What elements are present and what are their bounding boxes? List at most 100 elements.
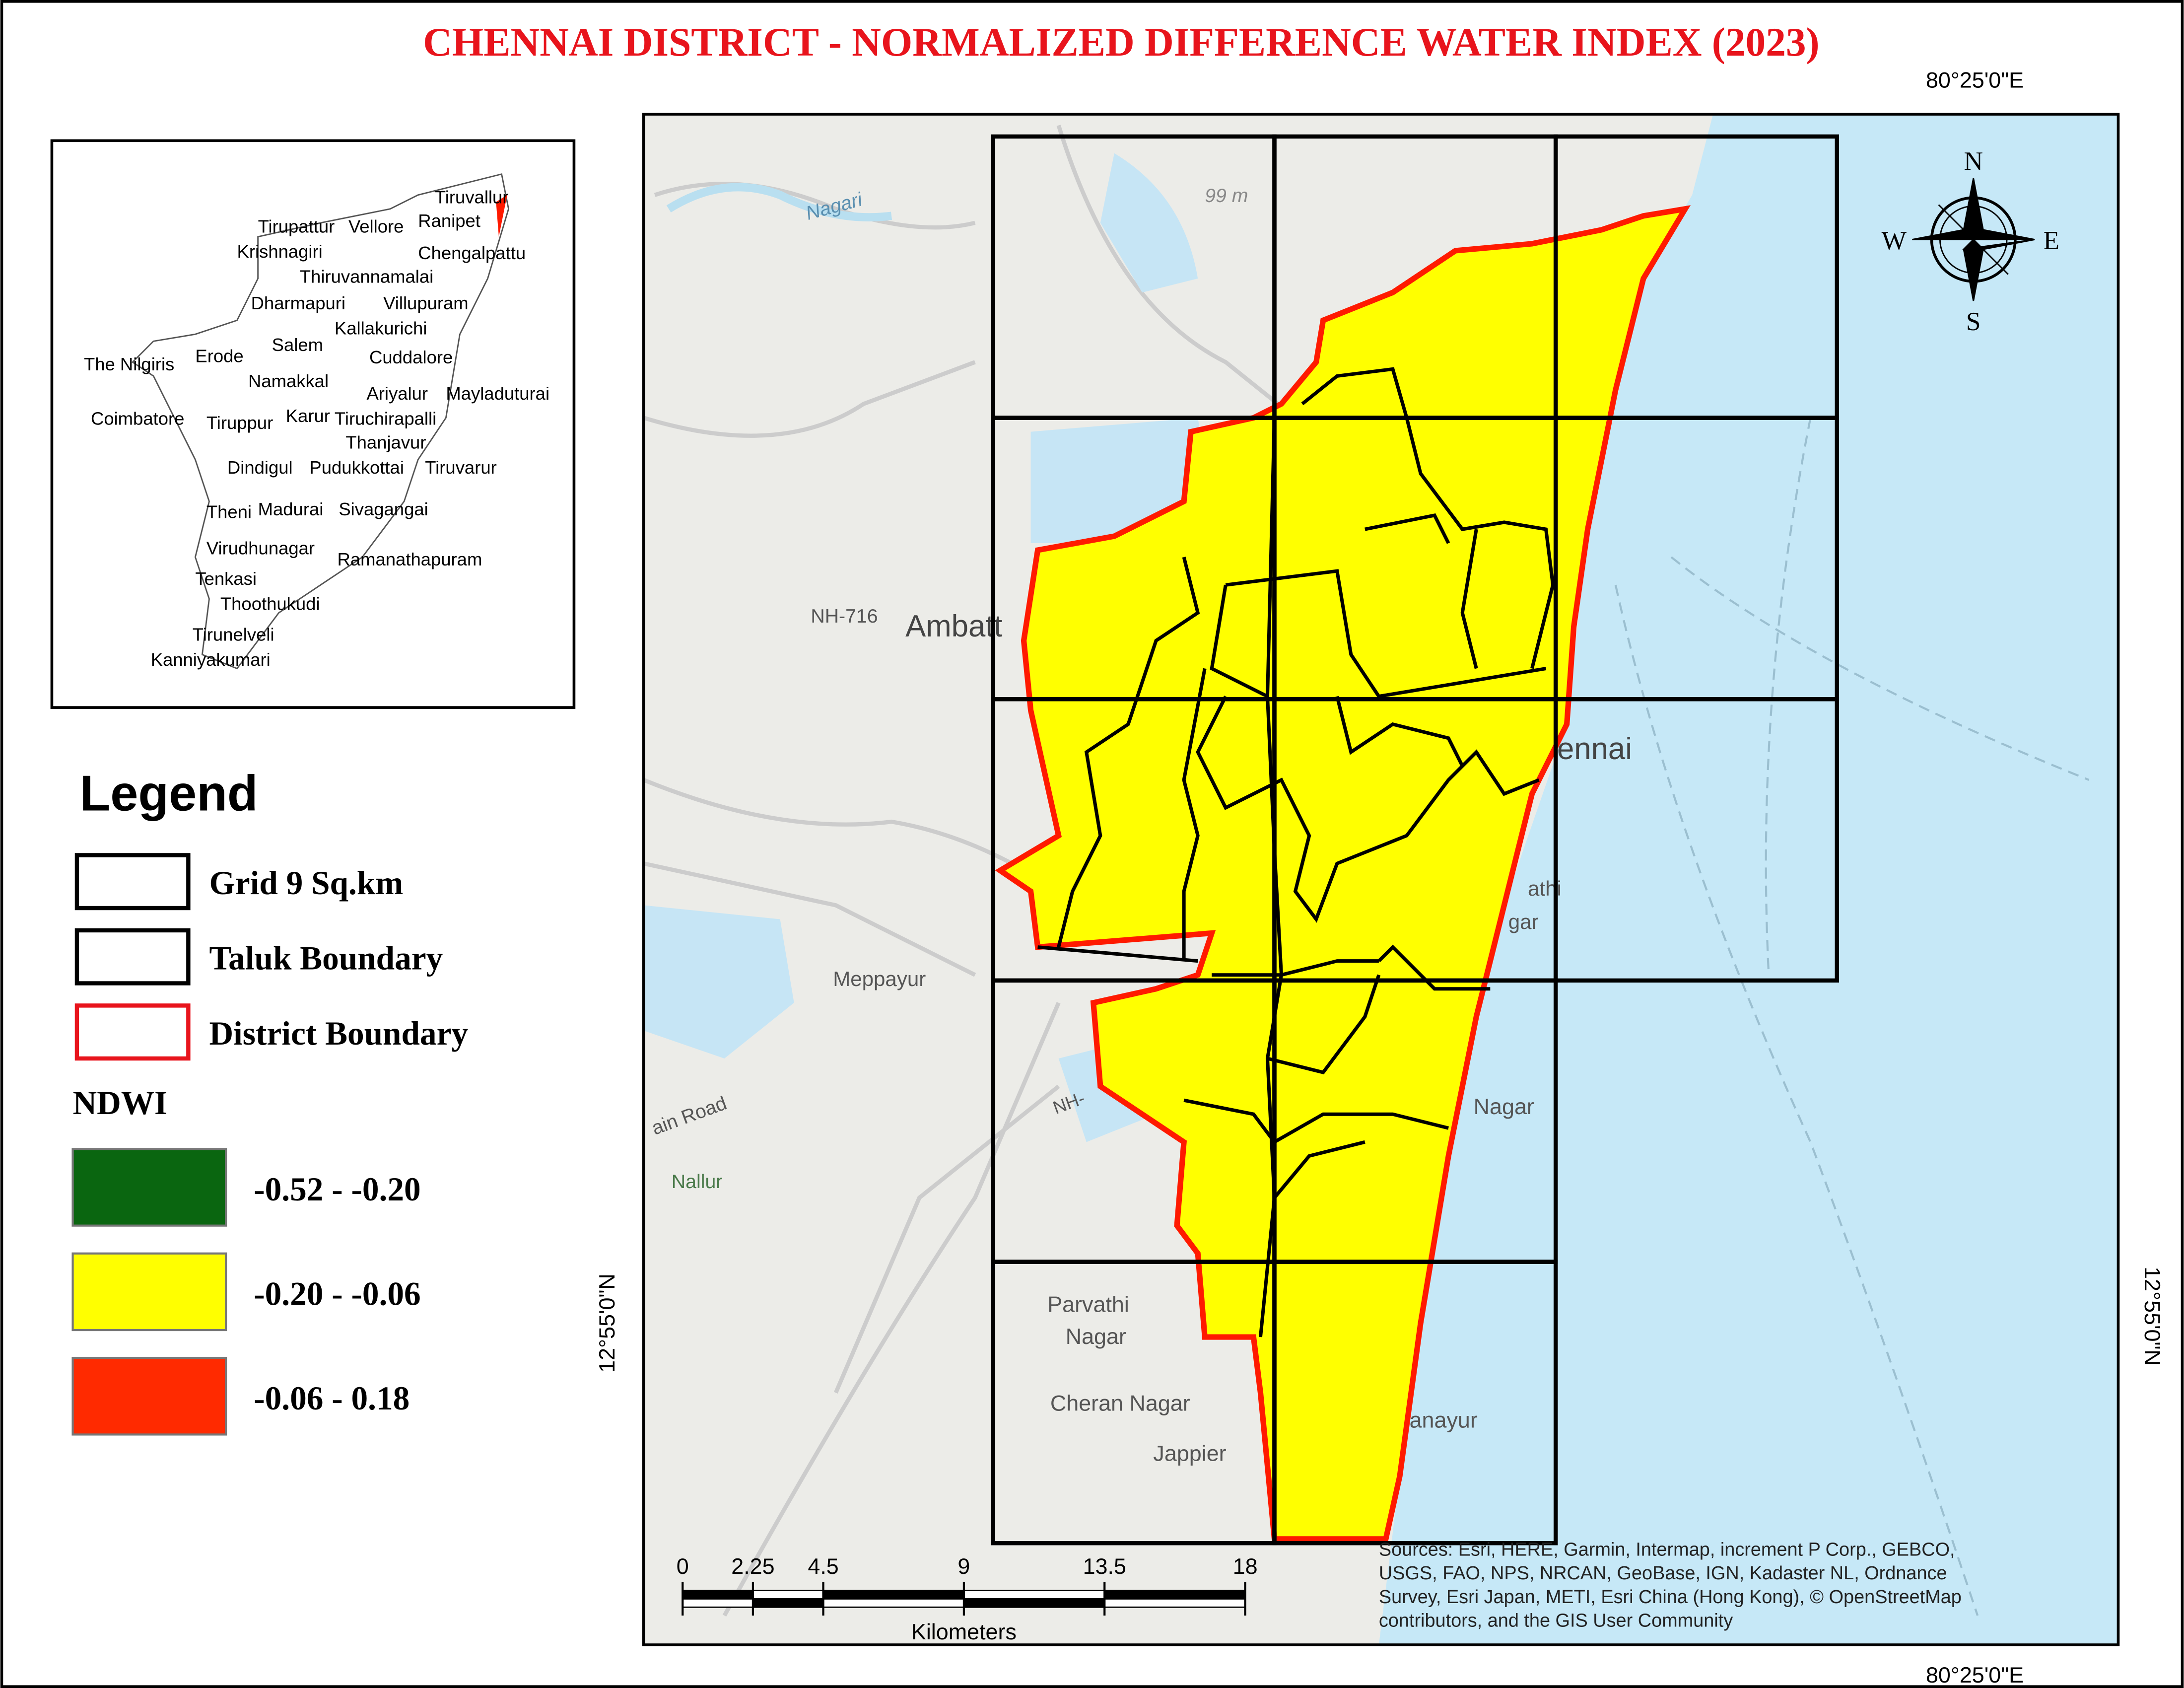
- sea: [1378, 114, 2118, 1645]
- legend-swatch: [74, 928, 191, 985]
- inset-district: Tirupattur: [258, 216, 335, 236]
- coord-top: 80°25'0"E: [1926, 68, 2024, 93]
- scale-seg: [822, 1590, 965, 1600]
- scale-label: 18: [1233, 1553, 1258, 1579]
- legend-item: Taluk Boundary: [209, 939, 443, 977]
- inset-district: Thanjavur: [345, 432, 426, 452]
- scale-seg: [1103, 1598, 1246, 1608]
- inset-district: Tenkasi: [195, 568, 257, 589]
- map-label: 99 m: [1205, 185, 1248, 207]
- inset-district: Karur: [286, 406, 330, 426]
- inset-district: Tirunelveli: [193, 624, 274, 644]
- map-label: ennai: [1557, 732, 1632, 766]
- inset-district: Villupuram: [383, 293, 469, 313]
- map-label: gar: [1508, 910, 1539, 933]
- compass-w: W: [1882, 226, 1907, 255]
- inset-district: Vellore: [348, 216, 404, 236]
- shipping-lanes: [1614, 418, 2090, 1616]
- scale-seg: [1103, 1590, 1246, 1600]
- legend-title: Legend: [80, 766, 258, 822]
- ndwi-label: -0.20 - -0.06: [254, 1275, 421, 1313]
- inset-district: Namakkal: [248, 371, 329, 391]
- inset-district: Pudukkottai: [309, 457, 404, 478]
- ndwi-label: -0.06 - 0.18: [254, 1380, 410, 1417]
- inset-district: Dharmapuri: [251, 293, 345, 313]
- inset-district: Ariyalur: [366, 383, 428, 404]
- map-label: Parvathi: [1047, 1292, 1129, 1317]
- inset-district: Mayladuturai: [446, 383, 549, 404]
- scale-seg: [682, 1590, 754, 1600]
- source-line: Survey, Esri Japan, METI, Esri China (Ho…: [1379, 1587, 1962, 1608]
- scale-seg: [963, 1590, 1105, 1600]
- scale-seg: [752, 1590, 824, 1600]
- inset-district: Ranipet: [418, 211, 480, 231]
- inset-state: [131, 173, 510, 670]
- map-label: Jappier: [1153, 1441, 1226, 1466]
- scale-seg: [682, 1598, 754, 1608]
- source-line: Sources: Esri, HERE, Garmin, Intermap, i…: [1379, 1539, 1955, 1560]
- inset-district: The Nilgiris: [84, 354, 174, 374]
- inset-chennai: [496, 195, 507, 237]
- scale-seg: [963, 1598, 1105, 1608]
- taluk-boundaries: [1037, 367, 1555, 1337]
- inset-district: Dindigul: [227, 457, 293, 478]
- coord-left: 12°55'0"N: [594, 1273, 619, 1373]
- compass-e: E: [2044, 226, 2060, 255]
- inset-district: Theni: [206, 502, 252, 522]
- source-line: contributors, and the GIS User Community: [1379, 1611, 1733, 1631]
- ndwi-swatch: [71, 1357, 227, 1436]
- inset-district: Sivagangai: [339, 499, 428, 519]
- map-label: Nagar: [1066, 1324, 1126, 1349]
- inset-district: Salem: [272, 335, 323, 355]
- grid-cell: [1272, 1260, 1558, 1546]
- map-label: Nallur: [672, 1171, 723, 1193]
- map-label: Cheran Nagar: [1050, 1391, 1190, 1416]
- map-frame: [642, 113, 2120, 1646]
- scale-seg: [752, 1598, 824, 1608]
- compass: N S E W: [1882, 146, 2059, 336]
- grid-cell: [1553, 697, 1840, 983]
- inset-district: Erode: [195, 346, 243, 366]
- inset-district: Thiruvannamalai: [300, 266, 433, 286]
- scale-unit: Kilometers: [911, 1619, 1017, 1644]
- legend-swatch: [74, 853, 191, 911]
- inset-district: Chengalpattu: [418, 243, 526, 263]
- grid-9sqkm: [991, 134, 1840, 1546]
- inset-district: Madurai: [258, 499, 324, 519]
- legend-swatch: [74, 1003, 191, 1061]
- inset-district: Tiruvallur: [435, 187, 509, 208]
- inset-district: Krishnagiri: [237, 241, 323, 262]
- source-line: USGS, FAO, NPS, NRCAN, GeoBase, IGN, Kad…: [1379, 1563, 1947, 1584]
- scale-label: 4.5: [808, 1553, 838, 1579]
- river: [666, 183, 892, 222]
- scale-bar: 0 2.25 4.5 9 13.5 18: [677, 1553, 1258, 1616]
- legend: Grid 9 Sq.km Taluk Boundary District Bound…: [71, 853, 468, 1436]
- map-label: Nagar: [1474, 1094, 1534, 1119]
- lakes: [643, 153, 1212, 1142]
- ndwi-swatch: [71, 1148, 227, 1227]
- coord-bottom: 80°25'0"E: [1926, 1662, 2024, 1688]
- scale-label: 13.5: [1083, 1553, 1126, 1579]
- inset-labels: Tiruvallur Tirupattur Vellore Ranipet Krishn…: [84, 187, 549, 670]
- inset-district: Tiruppur: [206, 413, 273, 433]
- map-label: anayur: [1410, 1407, 1478, 1432]
- scale-label: 2.25: [731, 1553, 774, 1579]
- ndwi-label: -0.52 - -0.20: [254, 1171, 421, 1208]
- inset-district: Tiruchirapalli: [335, 409, 436, 429]
- legend-item: Grid 9 Sq.km: [209, 864, 403, 902]
- inset-district: Kanniyakumari: [151, 649, 271, 670]
- ndwi-title: NDWI: [73, 1084, 168, 1122]
- scale-label: 0: [677, 1553, 689, 1579]
- map-label: Meppayur: [833, 967, 926, 990]
- sources: Sources: Esri, HERE, Garmin, Intermap, i…: [1379, 1539, 1962, 1631]
- ndwi-swatch: [71, 1252, 227, 1332]
- inset-district: Virudhunagar: [206, 538, 315, 559]
- compass-diag: [1938, 204, 2009, 275]
- map-label: Ambatt: [905, 609, 1002, 643]
- inset-district: Tiruvarur: [425, 457, 496, 478]
- compass-s: S: [1966, 307, 1981, 336]
- map-label: NH-716: [811, 605, 878, 627]
